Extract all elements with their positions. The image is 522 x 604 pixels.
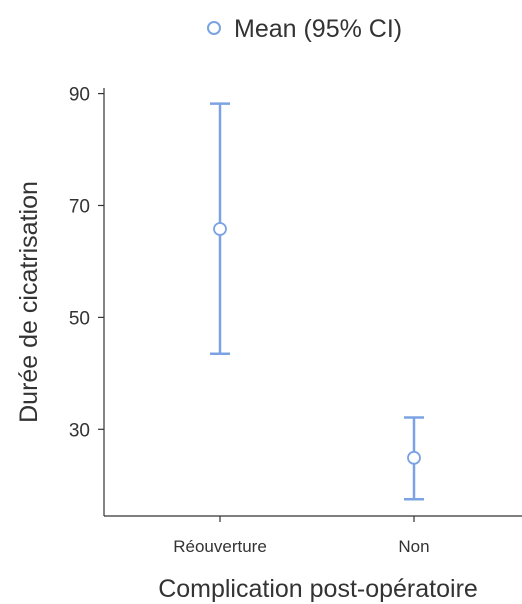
y-tick-label: 90 <box>69 85 90 106</box>
y-ticks: 30 50 70 90 <box>69 85 104 441</box>
legend-marker <box>207 21 221 35</box>
mean-point <box>407 450 421 465</box>
legend-label: Mean (95% CI) <box>234 15 402 43</box>
legend: Mean (95% CI) <box>207 15 402 43</box>
x-axis-title: Complication post-opératoire <box>158 575 478 603</box>
y-tick-label: 30 <box>69 420 90 441</box>
series-mean-ci <box>210 102 424 501</box>
y-tick-label: 70 <box>69 196 90 217</box>
x-ticks: Réouverture Non <box>173 516 430 556</box>
y-tick-label: 50 <box>69 308 90 329</box>
x-tick-label: Réouverture <box>173 537 267 556</box>
mean-point <box>213 222 227 236</box>
x-tick-label: Non <box>398 537 429 556</box>
y-axis-title: Durée de cicatrisation <box>15 181 43 423</box>
